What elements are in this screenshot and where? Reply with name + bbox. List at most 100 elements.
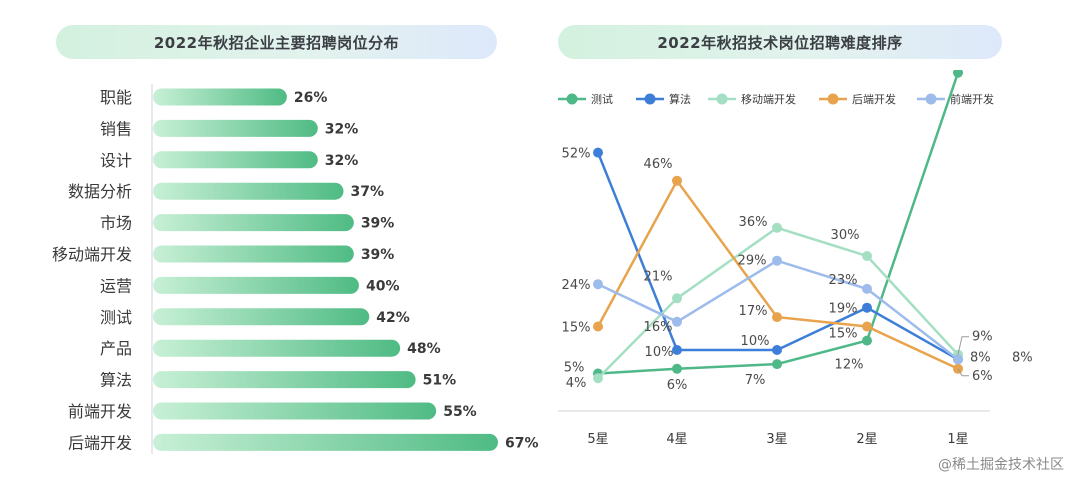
data-point [953, 354, 963, 365]
data-point [862, 283, 872, 294]
bar [153, 88, 287, 106]
legend-label: 前端开发 [950, 92, 994, 106]
bar [153, 182, 344, 200]
bar-value-label: 39% [361, 216, 395, 232]
legend-label: 测试 [591, 93, 613, 106]
line-chart-title: 2022年秋招技术岗位招聘难度排序 [558, 25, 1002, 59]
data-label: 5% [564, 361, 585, 376]
data-point [593, 279, 603, 290]
data-label: 29% [738, 254, 767, 269]
bar-category-label: 测试 [100, 308, 132, 327]
data-label: 16% [644, 320, 673, 335]
data-label: 24% [562, 278, 591, 293]
bar-value-label: 55% [443, 404, 477, 420]
data-label: 15% [829, 327, 858, 342]
data-label: 23% [829, 273, 858, 288]
data-label: 52% [562, 147, 591, 162]
bar [153, 402, 437, 420]
data-point [672, 293, 682, 304]
bar-value-label: 32% [325, 153, 359, 169]
legend-marker [925, 93, 937, 105]
bar-category-label: 职能 [100, 88, 132, 107]
x-tick-label: 3星 [766, 432, 787, 447]
data-point [772, 345, 782, 355]
data-label: 15% [562, 321, 591, 336]
data-point [772, 359, 782, 370]
bar-value-label: 40% [366, 278, 400, 294]
data-label: 21% [644, 269, 673, 284]
data-point [593, 373, 603, 384]
bar-value-label: 42% [376, 310, 410, 326]
x-tick-label: 4星 [666, 432, 687, 447]
bar-value-label: 39% [361, 247, 395, 263]
data-label: 7% [745, 373, 766, 388]
data-label: 46% [644, 157, 673, 172]
data-point [862, 335, 872, 346]
bar [153, 245, 354, 263]
x-tick-label: 2星 [856, 432, 877, 447]
bar [153, 308, 370, 326]
bar-chart: 职能 26% 销售 32% 设计 32% 数据分析 37% 市场 39% 移动端开发 39% 运营 40%… [52, 84, 539, 454]
bar-category-label: 前端开发 [68, 402, 132, 421]
data-label: 9% [972, 330, 993, 345]
legend-label: 算法 [669, 92, 691, 106]
bar-value-label: 51% [423, 373, 457, 389]
data-point [672, 316, 682, 327]
data-label: 10% [645, 345, 674, 360]
legend-label: 移动端开发 [741, 92, 796, 106]
label-leader-line [957, 368, 969, 377]
bar-category-label: 移动端开发 [52, 245, 132, 264]
data-point [593, 147, 603, 158]
bar-value-label: 48% [407, 341, 441, 357]
bar-category-label: 销售 [100, 119, 132, 138]
legend-label: 后端开发 [852, 92, 896, 106]
data-label: 36% [739, 215, 768, 230]
x-tick-label: 1星 [947, 432, 968, 447]
legend-marker [566, 93, 578, 105]
data-label: 8% [1012, 350, 1033, 365]
bar-value-label: 32% [325, 121, 359, 137]
data-point [953, 70, 963, 78]
data-label: 6% [667, 378, 688, 393]
data-label: 17% [739, 304, 768, 319]
data-point [862, 302, 872, 313]
bar-value-label: 37% [351, 184, 385, 200]
label-leader-line [957, 336, 969, 355]
data-label: 30% [831, 228, 860, 243]
bar-category-label: 产品 [100, 339, 132, 358]
data-point [672, 363, 682, 374]
bar [153, 276, 359, 294]
watermark: @稀土掘金技术社区 [938, 457, 1064, 473]
bar-category-label: 市场 [100, 214, 132, 233]
bar-category-label: 算法 [100, 371, 132, 390]
data-point [772, 312, 782, 323]
bar-value-label: 67% [505, 435, 539, 451]
bar [153, 433, 498, 451]
data-point [593, 321, 603, 332]
data-point [672, 175, 682, 186]
legend-marker [716, 93, 728, 105]
data-label: 19% [829, 302, 858, 317]
bar-category-label: 运营 [100, 276, 132, 295]
data-label: 12% [835, 358, 864, 373]
data-label: 8% [970, 350, 991, 365]
bar-category-label: 后端开发 [68, 433, 132, 452]
bar [153, 214, 354, 232]
bar-value-label: 26% [294, 90, 328, 106]
legend-marker [827, 93, 839, 105]
bar-chart-title: 2022年秋招企业主要招聘岗位分布 [56, 25, 497, 59]
data-label: 10% [741, 334, 770, 349]
x-tick-label: 5星 [587, 432, 608, 447]
data-label: 6% [972, 369, 993, 384]
legend-marker [644, 93, 656, 105]
data-point [862, 321, 872, 332]
data-point [772, 255, 782, 266]
data-point [672, 345, 682, 355]
data-label: 4% [566, 376, 587, 391]
bar [153, 371, 416, 389]
data-point [862, 251, 872, 261]
bar [153, 339, 401, 357]
bar-category-label: 数据分析 [68, 182, 132, 201]
bar-category-label: 设计 [100, 151, 132, 170]
